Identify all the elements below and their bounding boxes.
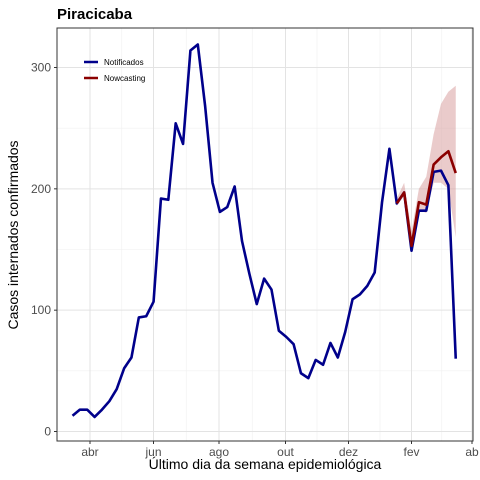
- x-tick-label: fev: [403, 445, 419, 459]
- grid: [57, 28, 473, 441]
- panel-border: [56, 27, 474, 442]
- x-tick-label: jun: [144, 445, 161, 459]
- y-axis-title: Casos internados confirmados: [5, 140, 21, 329]
- legend-label-nowcasting: Nowcasting: [104, 74, 145, 83]
- x-tick-label: ago: [209, 445, 229, 459]
- x-axis: abr jun ago out dez fev ab: [81, 441, 479, 459]
- nowcasting-interval: [396, 85, 456, 250]
- legend-label-notificados: Notificados: [104, 58, 144, 67]
- nowcasting-band: [396, 85, 456, 250]
- series-lines: [71, 43, 458, 419]
- x-tick-label: abr: [81, 445, 98, 459]
- y-tick-label: 300: [31, 61, 51, 75]
- x-axis-title: Último dia da semana epidemiológica: [149, 456, 382, 472]
- x-tick-label: ab: [465, 445, 479, 459]
- y-tick-label: 100: [31, 303, 51, 317]
- series-line-nowcasting: [395, 149, 457, 248]
- y-tick-label: 0: [44, 425, 51, 439]
- y-axis: 0 100 200 300: [31, 61, 57, 439]
- chart-title: Piracicaba: [57, 6, 133, 23]
- x-tick-label: dez: [339, 445, 358, 459]
- y-tick-label: 200: [31, 182, 51, 196]
- legend: Notificados Nowcasting: [84, 58, 145, 83]
- x-tick-label: out: [277, 445, 294, 459]
- series-line-notificados: [71, 43, 458, 419]
